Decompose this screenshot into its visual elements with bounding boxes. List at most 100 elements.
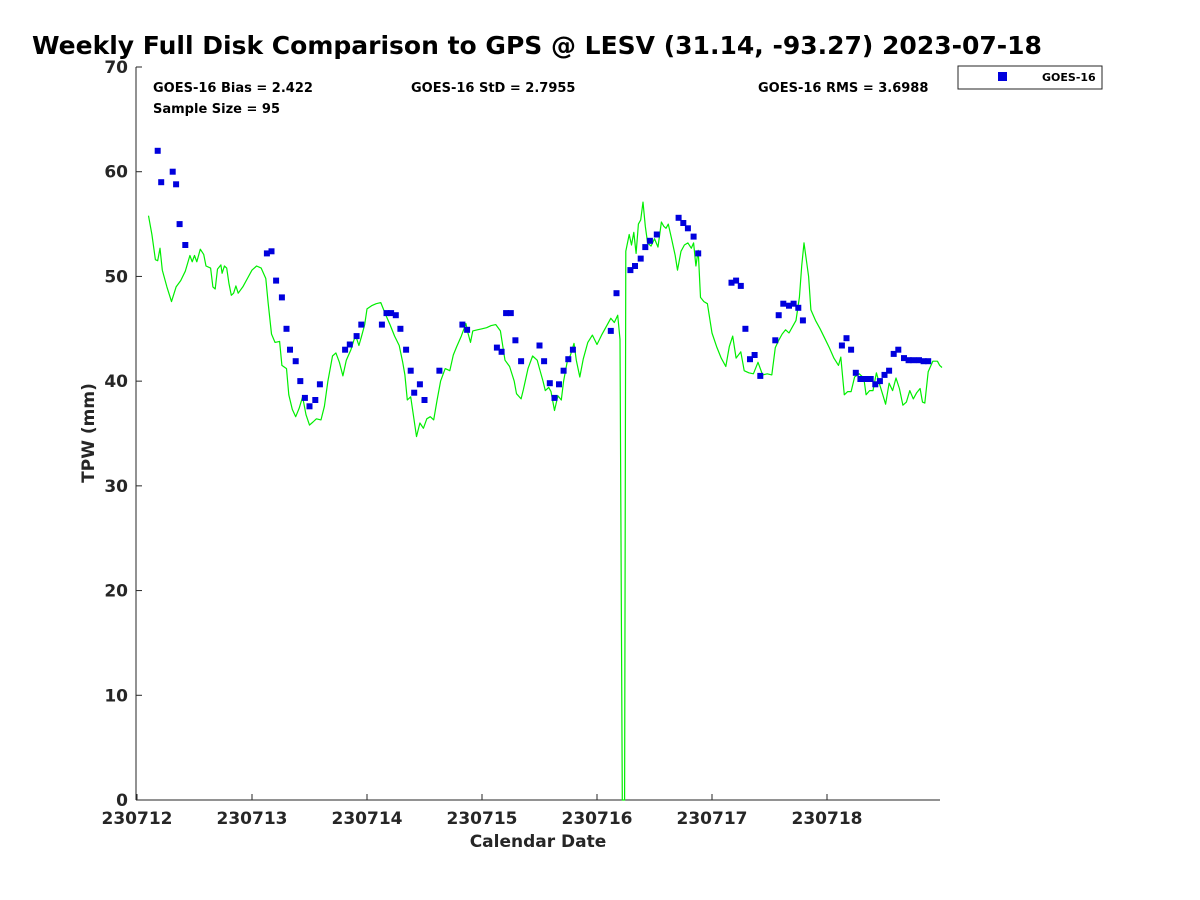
goes16-data-point: [301, 394, 308, 401]
goes16-data-point: [876, 378, 883, 385]
goes16-data-point: [518, 358, 525, 365]
goes16-data-point: [925, 358, 932, 365]
goes16-data-point: [690, 233, 697, 240]
stat-std: GOES-16 StD = 2.7955: [411, 81, 575, 96]
goes16-data-point: [613, 290, 620, 297]
goes16-data-point: [569, 346, 576, 353]
goes16-data-point: [680, 220, 687, 226]
x-tick-label: 230718: [792, 809, 863, 829]
goes16-data-point: [353, 333, 360, 340]
goes16-data-point: [416, 381, 423, 388]
goes16-data-point: [283, 325, 290, 332]
y-tick-label: 0: [116, 791, 128, 811]
goes16-data-point: [786, 302, 792, 309]
goes16-data-point: [920, 358, 927, 365]
goes16-data-point: [799, 317, 806, 324]
goes16-data-point: [512, 337, 519, 344]
goes16-data-point: [905, 357, 912, 364]
y-tick-label: 20: [104, 582, 128, 602]
goes16-data-point: [728, 279, 735, 286]
gps-line-series: [147, 201, 943, 801]
x-tick-label: 230715: [447, 809, 518, 829]
goes16-data-point: [346, 341, 353, 348]
goes16-data-point: [551, 394, 558, 401]
goes16-data-point: [742, 325, 749, 332]
stat-sample-size: Sample Size = 95: [153, 102, 280, 117]
goes16-data-point: [407, 367, 414, 374]
goes16-data-point: [901, 355, 907, 362]
y-tick-label: 10: [104, 686, 128, 706]
goes16-data-point: [857, 376, 864, 382]
goes16-data-point: [675, 214, 682, 221]
goes16-data-point: [780, 300, 787, 307]
goes16-data-point: [493, 344, 500, 351]
goes16-data-point: [886, 367, 893, 374]
goes16-data-point: [541, 358, 548, 365]
goes16-data-point: [895, 346, 902, 353]
goes16-data-point: [297, 378, 304, 385]
goes16-data-point: [560, 367, 567, 374]
goes16-data-point: [507, 310, 514, 317]
goes16-data-point: [790, 300, 797, 307]
goes16-data-point: [536, 342, 543, 349]
goes16-data-point: [342, 346, 349, 353]
goes16-data-point: [772, 337, 779, 344]
goes16-data-point: [695, 250, 702, 257]
goes16-data-point: [852, 369, 859, 376]
x-tick-label: 230716: [562, 809, 633, 829]
goes16-data-point: [775, 312, 782, 319]
goes16-data-point: [498, 348, 505, 355]
goes16-data-point: [843, 335, 850, 342]
goes16-data-point: [747, 356, 753, 363]
goes16-data-point: [292, 358, 299, 365]
goes16-data-point: [627, 267, 634, 274]
goes16-data-point: [263, 250, 270, 257]
y-tick-label: 70: [104, 58, 128, 78]
goes16-data-point: [881, 371, 888, 378]
goes16-data-point: [653, 231, 660, 238]
x-axis-ticks: 230712 230713 230714 230715 230716 230717 2307…: [102, 794, 863, 829]
x-tick-label: 230712: [102, 809, 173, 829]
goes16-data-point: [358, 321, 365, 328]
plot-area: [135, 67, 940, 801]
goes16-data-point: [862, 376, 868, 382]
goes16-data-point: [436, 367, 443, 374]
legend-marker-goes16: [998, 72, 1007, 81]
goes16-data-point: [268, 248, 275, 255]
x-tick-label: 230717: [677, 809, 748, 829]
y-tick-label: 50: [104, 267, 128, 287]
goes16-data-point: [607, 327, 614, 334]
y-axis-label: TPW (mm): [79, 383, 99, 483]
goes16-data-point: [795, 304, 802, 311]
goes16-data-point: [273, 277, 280, 284]
goes16-data-point: [169, 168, 176, 175]
goes16-data-point: [378, 321, 385, 328]
goes16-data-point: [306, 403, 313, 410]
y-tick-label: 30: [104, 477, 128, 497]
legend: GOES-16: [957, 65, 1103, 90]
goes16-data-point: [565, 356, 572, 363]
goes16-data-point: [173, 181, 180, 188]
goes16-data-point: [464, 326, 471, 333]
goes16-data-point: [503, 310, 510, 317]
goes16-data-point: [757, 372, 764, 379]
goes16-data-point: [867, 376, 874, 382]
goes16-data-point: [848, 346, 855, 353]
goes16-data-point: [632, 263, 638, 269]
goes16-data-point: [287, 346, 293, 353]
goes16-data-point: [459, 321, 466, 328]
x-axis-label: Calendar Date: [470, 832, 607, 852]
goes16-marker-series: [154, 147, 932, 410]
x-tick-label: 230713: [217, 809, 288, 829]
goes16-data-point: [642, 244, 649, 251]
goes16-data-point: [397, 325, 404, 332]
goes16-data-point: [388, 310, 395, 317]
gps-line: [147, 201, 943, 801]
goes16-data-point: [556, 381, 562, 388]
chart-title: Weekly Full Disk Comparison to GPS @ LES…: [32, 31, 1042, 60]
goes16-data-point: [751, 352, 758, 358]
goes16-data-point: [158, 179, 165, 186]
y-tick-label: 60: [104, 163, 128, 183]
goes16-data-point: [646, 237, 653, 244]
